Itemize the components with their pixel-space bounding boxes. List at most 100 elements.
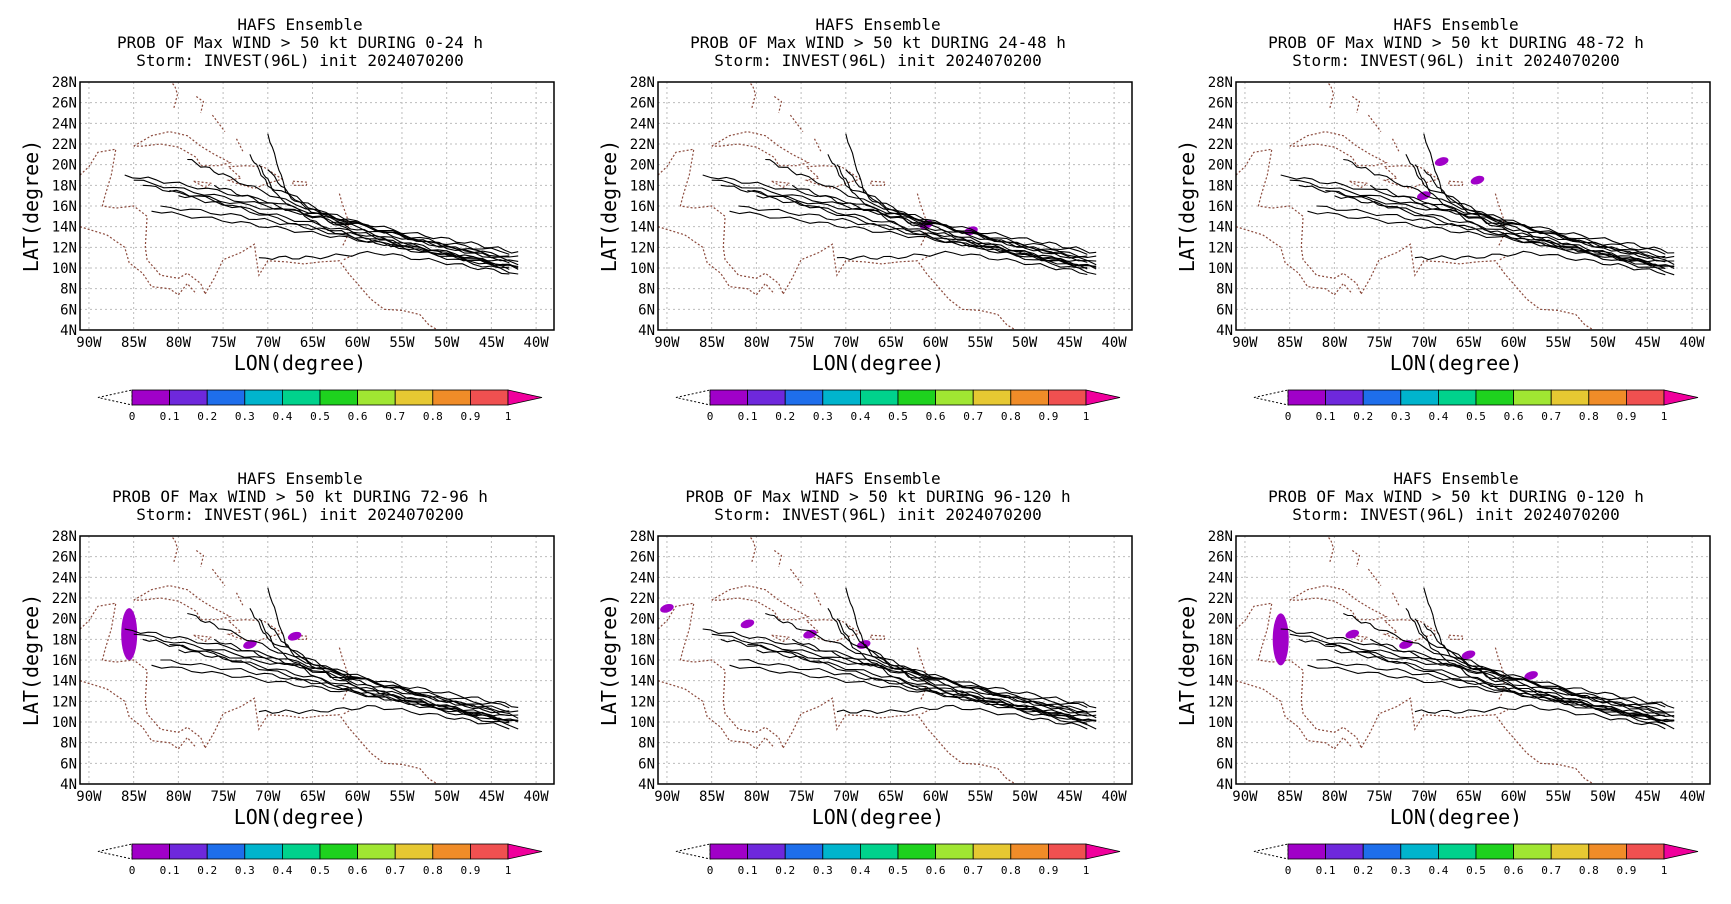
- panel-subtitle: PROB OF Max WIND > 50 kt DURING 48-72 h: [1268, 33, 1644, 52]
- coastline: [1235, 226, 1353, 296]
- lat-tick-label: 18N: [630, 178, 655, 194]
- coastline: [1360, 243, 1595, 331]
- lon-tick-label: 75W: [210, 789, 236, 805]
- ensemble-track: [738, 205, 1088, 269]
- panel-storm-info: Storm: INVEST(96L) init 2024070200: [1292, 51, 1620, 70]
- colorbar-swatch: [319, 843, 358, 860]
- lat-tick-label: 6N: [60, 302, 77, 318]
- colorbar-swatch: [822, 843, 861, 860]
- coastline: [813, 138, 822, 152]
- probability-area: [1434, 157, 1449, 166]
- lat-tick-label: 12N: [52, 694, 77, 710]
- lat-tick-label: 22N: [1208, 591, 1233, 607]
- lon-tick-label: 75W: [788, 335, 814, 351]
- lon-tick-label: 85W: [121, 335, 147, 351]
- colorbar-under-arrow: [1253, 389, 1289, 406]
- coastline: [1351, 96, 1361, 114]
- colorbar-over-arrow: [507, 843, 543, 860]
- lon-tick-label: 55W: [967, 789, 993, 805]
- coastline: [338, 647, 349, 702]
- lon-tick-label: 45W: [1635, 335, 1661, 351]
- lon-tick-label: 70W: [255, 335, 281, 351]
- coastline: [657, 148, 784, 295]
- colorbar: 0 0.1 0.2 0.3 0.4 0.5 0.6 0.7 0.8 0.9 1: [1253, 843, 1699, 877]
- plot-frame: [1235, 81, 1711, 331]
- coastline: [773, 550, 783, 568]
- lat-tick-label: 26N: [1208, 96, 1233, 112]
- coastlines: [79, 81, 439, 331]
- ensemble-track: [1316, 658, 1666, 725]
- lon-tick-label: 90W: [654, 789, 680, 805]
- coastline: [1326, 535, 1335, 562]
- coastline: [204, 697, 439, 785]
- ensemble-track: [1414, 250, 1666, 276]
- colorbar-label: 1: [1661, 410, 1668, 423]
- lat-tick-label: 12N: [630, 240, 655, 256]
- lat-tick-label: 18N: [1208, 178, 1233, 194]
- lon-tick-label: 50W: [1012, 335, 1038, 351]
- coastline: [711, 584, 810, 621]
- colorbar-swatch: [709, 843, 748, 860]
- colorbar-swatch: [1550, 389, 1590, 406]
- lat-tick-label: 6N: [60, 756, 77, 772]
- ensemble-track: [765, 158, 1097, 266]
- panel-title: HAFS Ensemble: [815, 15, 940, 34]
- lat-tick-label: 20N: [1208, 612, 1233, 628]
- coastline: [771, 180, 792, 189]
- coastline: [79, 226, 197, 296]
- coastline: [916, 647, 927, 702]
- coastline: [657, 226, 775, 296]
- lat-tick-label: 22N: [630, 137, 655, 153]
- colorbar-swatch: [1010, 843, 1049, 860]
- lat-tick-label: 10N: [52, 715, 77, 731]
- ensemble-track: [1307, 210, 1666, 263]
- ensemble-track: [729, 210, 1088, 263]
- ensemble-track: [1298, 638, 1666, 722]
- ensemble-track: [1316, 205, 1666, 269]
- colorbar-label: 0.7: [963, 864, 983, 877]
- lat-tick-label: 18N: [52, 632, 77, 648]
- colorbar-swatch: [1625, 843, 1665, 860]
- colorbar-label: 0.4: [272, 864, 292, 877]
- plot-frame: [657, 535, 1133, 785]
- lat-tick-label: 16N: [630, 199, 655, 215]
- lon-tick-label: 50W: [1590, 335, 1616, 351]
- lon-tick-label: 80W: [744, 335, 770, 351]
- colorbar-swatch: [169, 389, 208, 406]
- colorbar-label: 0.1: [738, 864, 758, 877]
- lon-tick-label: 80W: [1322, 335, 1348, 351]
- colorbar-label: 0.9: [460, 864, 480, 877]
- colorbar-swatch: [897, 389, 936, 406]
- lat-tick-label: 26N: [630, 550, 655, 566]
- colorbar-swatch: [244, 843, 283, 860]
- lon-tick-label: 75W: [210, 335, 236, 351]
- probability-area: [1272, 613, 1289, 666]
- colorbar-label: 1: [1083, 410, 1090, 423]
- colorbar-swatch: [131, 843, 170, 860]
- panel-storm-info: Storm: INVEST(96L) init 2024070200: [1292, 505, 1620, 524]
- colorbar-swatch: [1475, 389, 1514, 406]
- colorbar-swatch: [206, 843, 246, 860]
- lat-tick-label: 24N: [630, 116, 655, 132]
- colorbar-swatch: [357, 389, 396, 406]
- lon-tick-label: 85W: [1277, 335, 1303, 351]
- probability-area: [1461, 650, 1476, 660]
- coastline: [1499, 255, 1509, 261]
- coastline: [79, 148, 206, 295]
- coastline: [1351, 550, 1361, 568]
- lon-tick-label: 45W: [479, 335, 505, 351]
- lat-tick-label: 28N: [630, 529, 655, 545]
- ensemble-track: [258, 250, 510, 275]
- lat-tick-label: 6N: [638, 756, 655, 772]
- lat-tick-label: 18N: [630, 632, 655, 648]
- lon-tick-label: 65W: [878, 789, 904, 805]
- coastline: [338, 193, 349, 248]
- lat-tick-label: 16N: [630, 653, 655, 669]
- colorbar-swatch: [784, 843, 824, 860]
- colorbar-swatch: [1588, 843, 1627, 860]
- lat-tick-label: 26N: [52, 96, 77, 112]
- lat-tick-label: 20N: [52, 158, 77, 174]
- colorbar-label: 0.8: [1001, 410, 1021, 423]
- panel-storm-info: Storm: INVEST(96L) init 2024070200: [714, 505, 1042, 524]
